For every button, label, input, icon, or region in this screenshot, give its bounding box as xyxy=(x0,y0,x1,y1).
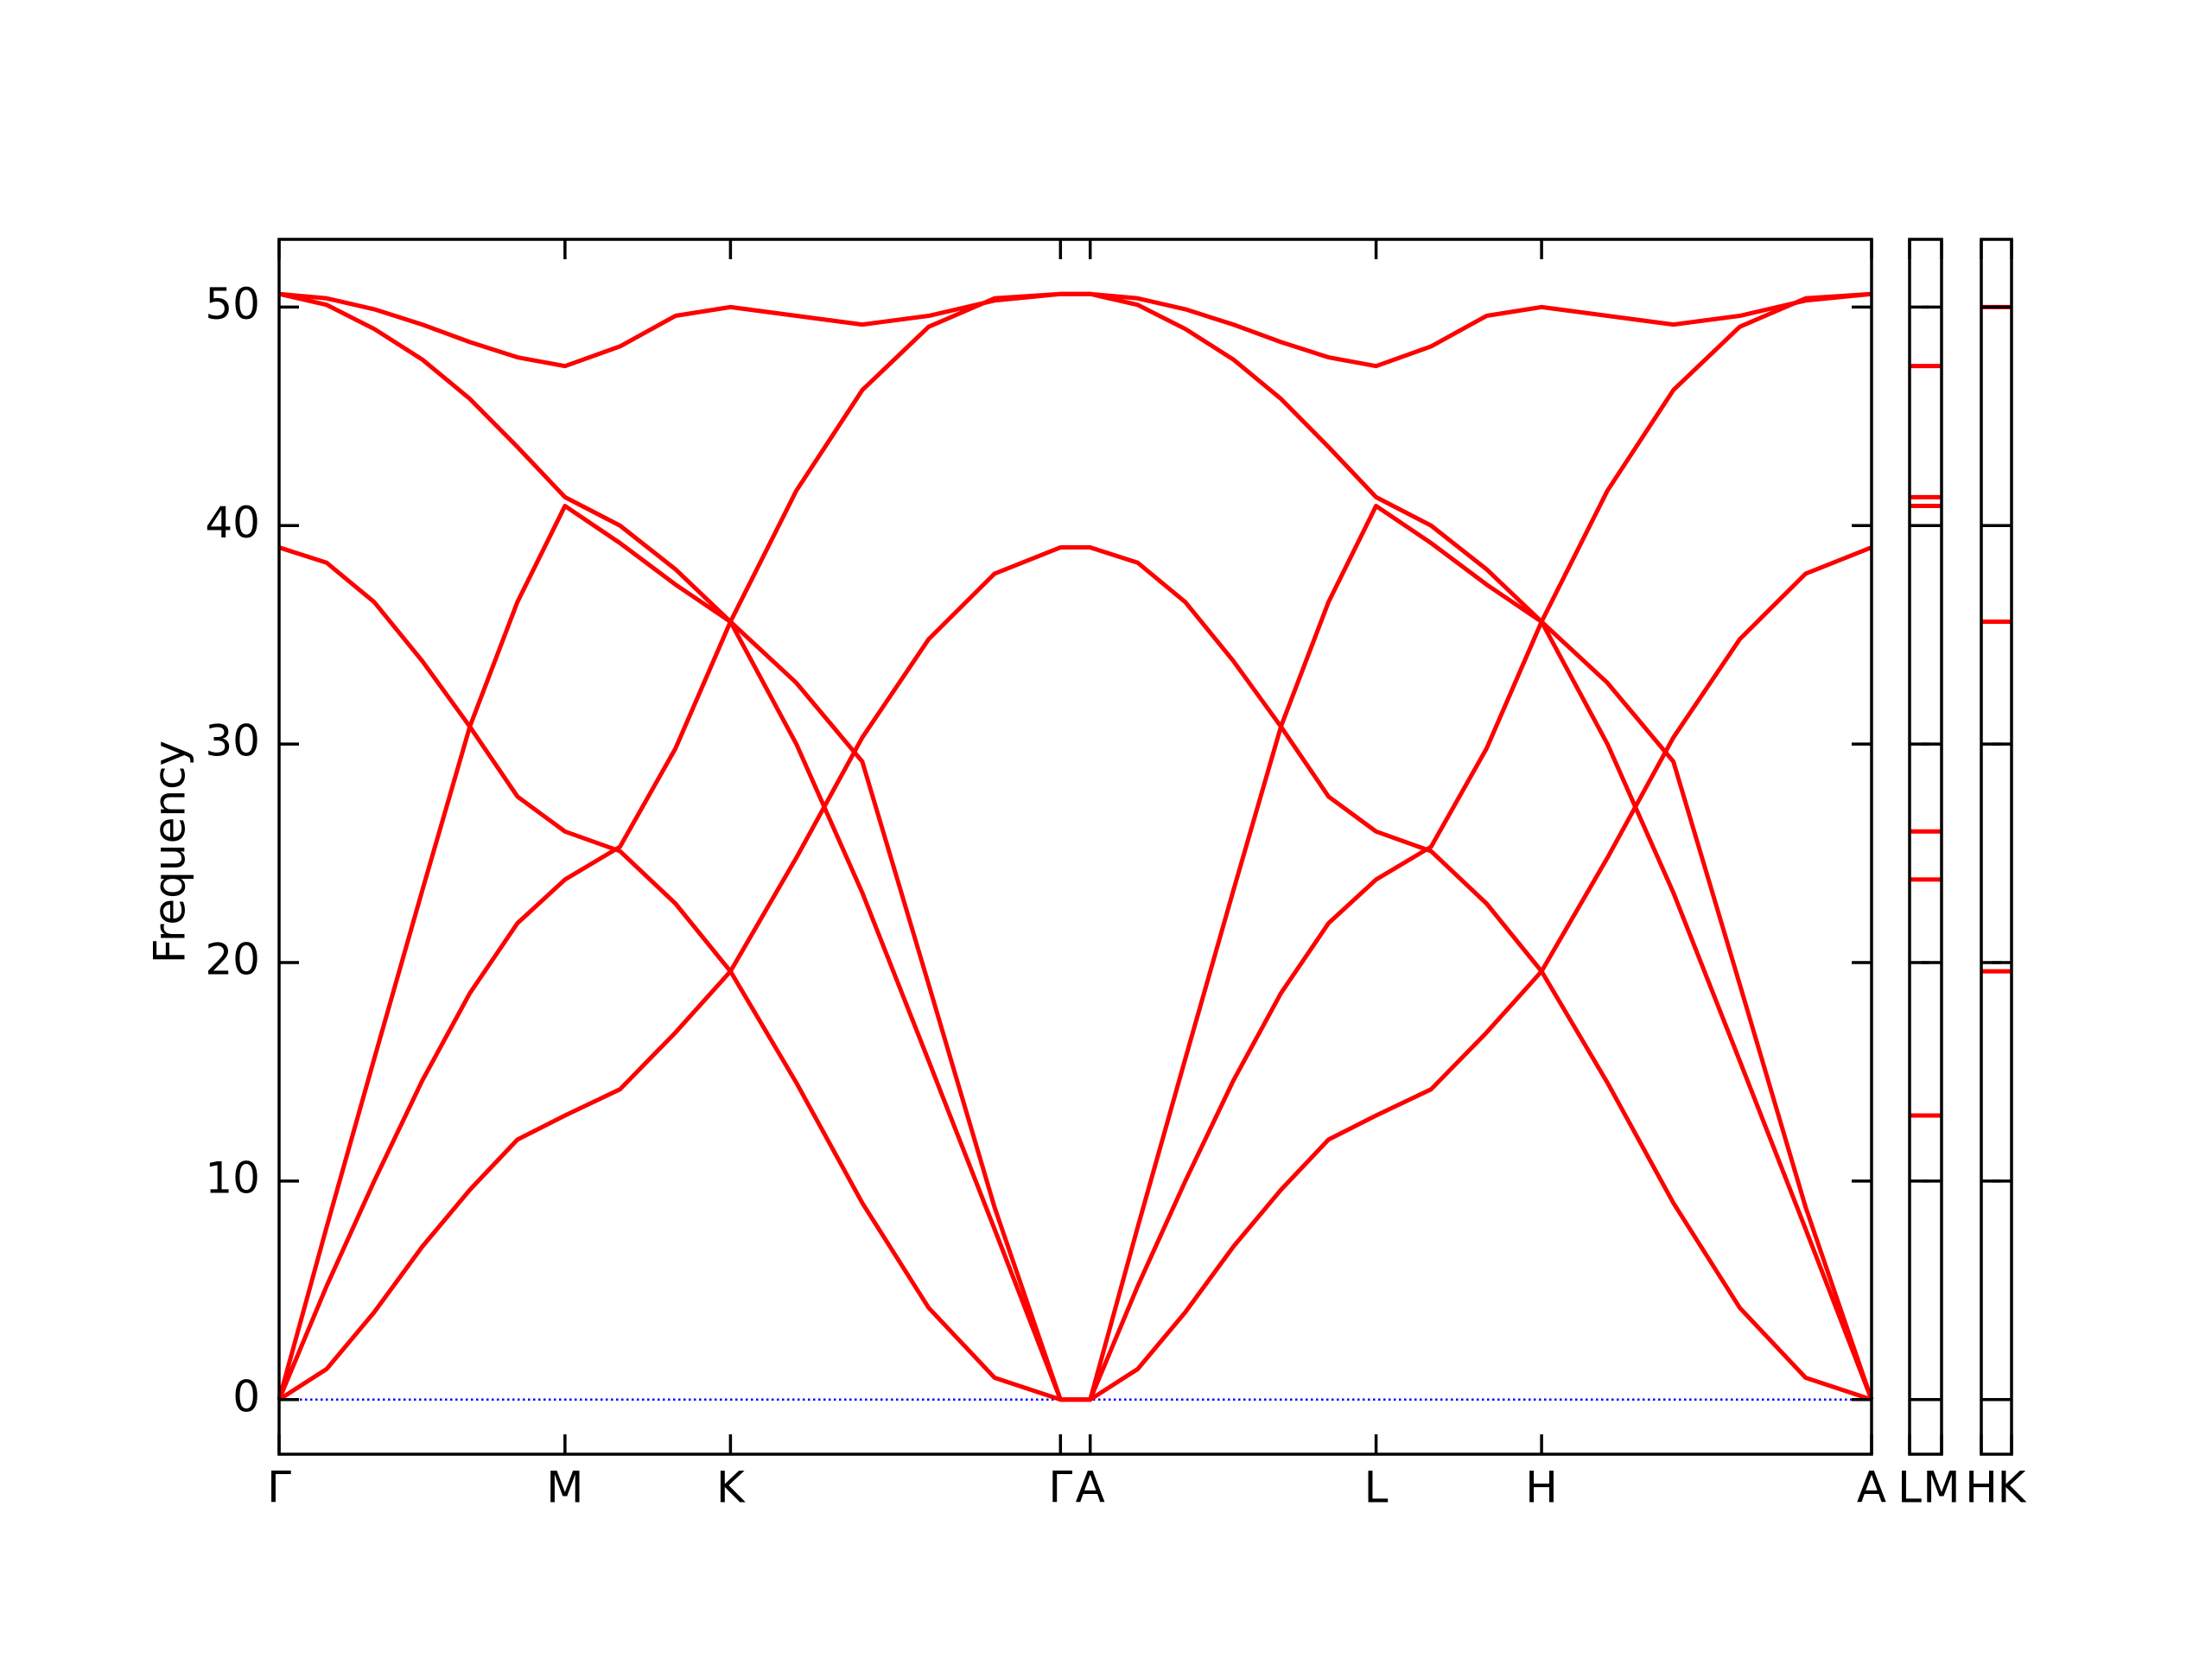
x-tick-label: A xyxy=(1857,1463,1886,1513)
x-tick-label: Γ xyxy=(267,1463,291,1513)
y-tick-label: 30 xyxy=(205,716,260,766)
band-line xyxy=(278,291,1872,369)
plot-frame xyxy=(1908,238,1943,1456)
x-tick-label: M xyxy=(546,1463,583,1513)
y-tick-label: 20 xyxy=(205,935,260,985)
y-tick-label: 40 xyxy=(205,498,260,548)
y-tick-label: 10 xyxy=(205,1153,260,1203)
y-axis-label: Frequency xyxy=(145,741,195,963)
band-line xyxy=(277,545,1872,1402)
x-tick-label: K xyxy=(1998,1463,2027,1513)
x-tick-label: M xyxy=(1923,1463,1960,1513)
band-line xyxy=(278,291,1872,1402)
x-tick-label: L xyxy=(1897,1463,1922,1513)
y-tick-label: 50 xyxy=(205,279,260,329)
x-tick-label: H xyxy=(1965,1463,1998,1513)
x-tick-label: L xyxy=(1364,1463,1389,1513)
y-tick-label: 0 xyxy=(232,1371,260,1421)
x-tick-label: A xyxy=(1076,1463,1105,1513)
x-tick-label: H xyxy=(1525,1463,1558,1513)
plot-frame xyxy=(277,238,1873,1456)
x-tick-label: Γ xyxy=(1048,1463,1072,1513)
x-tick-label: K xyxy=(716,1463,746,1513)
plot-frame xyxy=(1980,238,2013,1456)
